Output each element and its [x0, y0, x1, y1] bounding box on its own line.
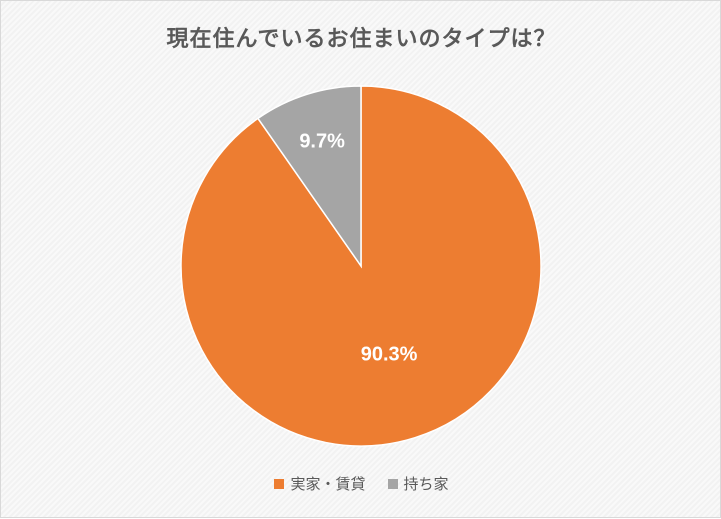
- legend-swatch-jikka-chintai: [274, 478, 285, 489]
- legend-item-mochiie: 持ち家: [387, 473, 449, 494]
- legend-swatch-mochiie: [387, 478, 398, 489]
- legend-label-mochiie: 持ち家: [403, 475, 449, 493]
- legend: 実家・賃貸 持ち家: [1, 473, 721, 494]
- data-label-jikka-chintai: 90.3%: [361, 344, 418, 366]
- data-label-mochiie: 9.7%: [299, 131, 345, 153]
- pie-slice-mochiie: [256, 85, 362, 269]
- chart-title: 現在住んでいるお住まいのタイプは？: [166, 27, 557, 52]
- legend-label-jikka-chintai: 実家・賃貸: [290, 475, 366, 493]
- legend-item-jikka-chintai: 実家・賃貸: [274, 473, 366, 494]
